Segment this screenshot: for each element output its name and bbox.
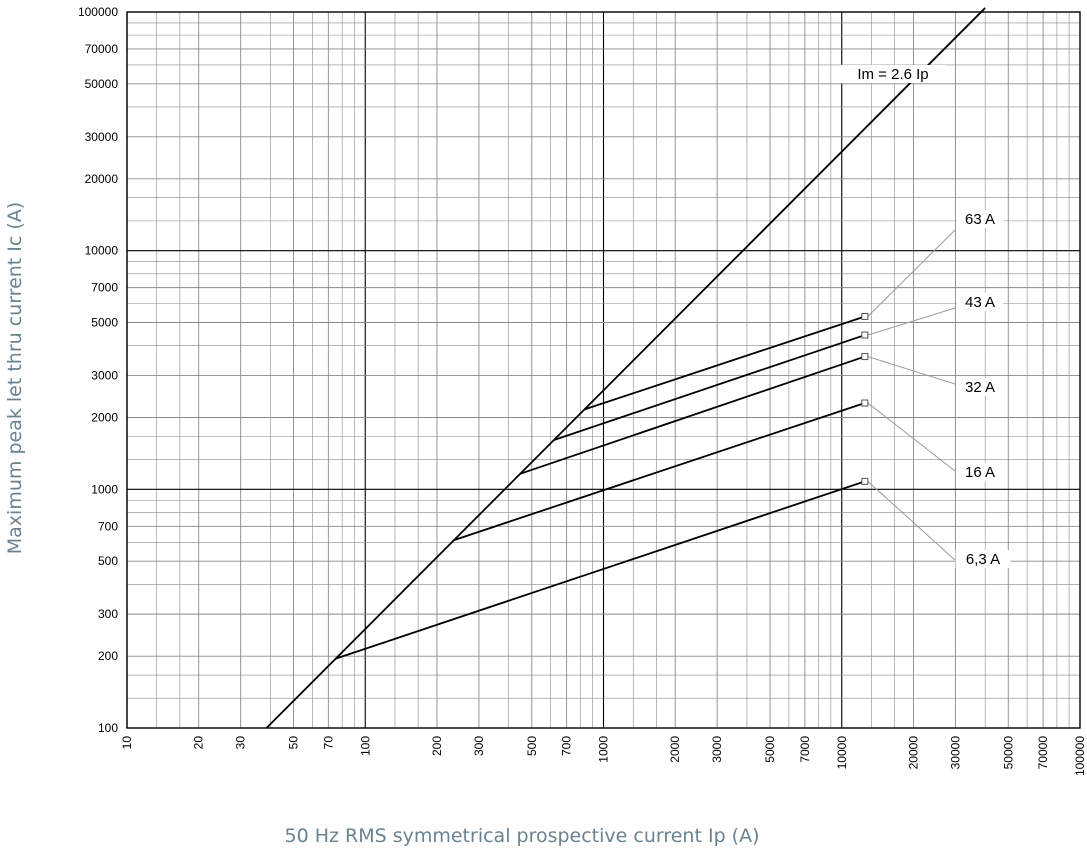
curve-label: 32 A bbox=[965, 379, 995, 396]
label-leaders bbox=[867, 229, 956, 561]
x-tick-label: 5000 bbox=[763, 736, 777, 763]
x-tick-label: 7000 bbox=[798, 736, 812, 763]
x-tick-label: 500 bbox=[525, 736, 539, 756]
y-tick-label: 70000 bbox=[85, 42, 119, 56]
series-end-marker bbox=[861, 312, 869, 320]
x-tick-label: 300 bbox=[472, 736, 486, 756]
x-tick-label: 3000 bbox=[710, 736, 724, 763]
y-tick-label: 2000 bbox=[91, 410, 118, 424]
curve-label: 16 A bbox=[965, 464, 995, 481]
x-tick-label: 700 bbox=[560, 736, 574, 756]
curve-label: 63 A bbox=[965, 211, 995, 228]
y-tick-label: 1000 bbox=[91, 482, 118, 496]
y-tick-label: 30000 bbox=[85, 130, 119, 144]
curve-label: Im = 2.6 Ip bbox=[857, 66, 928, 83]
end-markers bbox=[861, 312, 869, 485]
series-end-marker bbox=[861, 353, 869, 361]
label-leader-line bbox=[867, 307, 956, 336]
y-tick-label: 7000 bbox=[91, 281, 118, 295]
x-tick-label: 30 bbox=[234, 736, 248, 750]
x-tick-label: 70000 bbox=[1036, 736, 1050, 770]
y-tick-label: 5000 bbox=[91, 316, 118, 330]
series-line bbox=[453, 402, 866, 542]
x-tick-label: 50 bbox=[287, 736, 301, 750]
label-leader-line bbox=[867, 229, 956, 317]
x-tick-label: 100 bbox=[358, 736, 372, 756]
y-tick-label: 200 bbox=[98, 649, 118, 663]
x-tick-label: 20 bbox=[192, 736, 206, 750]
y-tick-label: 20000 bbox=[85, 172, 119, 186]
series-line bbox=[519, 355, 866, 475]
series-line bbox=[583, 315, 866, 411]
series-lines bbox=[265, 7, 986, 729]
curve-label-bg bbox=[956, 210, 1004, 228]
label-leader-line bbox=[867, 356, 956, 385]
x-tick-label: 10000 bbox=[835, 736, 849, 770]
grid bbox=[126, 12, 1080, 729]
y-tick-label: 500 bbox=[98, 554, 118, 568]
curve-label: 43 A bbox=[965, 294, 995, 311]
x-tick-label: 1000 bbox=[597, 736, 611, 763]
series-line bbox=[335, 480, 866, 660]
plot-frame bbox=[126, 11, 1081, 729]
series-line bbox=[265, 7, 986, 729]
curve-label-bg bbox=[956, 463, 1004, 481]
series-end-marker bbox=[861, 399, 869, 407]
curve-labels: Im = 2.6 Ip 63 A 43 A 32 A 16 A 6,3 A bbox=[839, 65, 1011, 568]
x-axis-title: 50 Hz RMS symmetrical prospective curren… bbox=[285, 825, 760, 847]
x-tick-label: 200 bbox=[430, 736, 444, 756]
x-tick-labels: 10 20 30 50 70 100 200 300 500 700 1000 2000 3000 500… bbox=[120, 736, 1087, 776]
curve-label-bg bbox=[839, 65, 947, 83]
curve-label-bg bbox=[955, 550, 1011, 568]
x-tick-label: 10 bbox=[120, 736, 134, 750]
series-line bbox=[553, 334, 866, 441]
series-end-marker bbox=[861, 331, 869, 339]
y-tick-label: 3000 bbox=[91, 368, 118, 382]
y-tick-label: 100 bbox=[98, 721, 118, 735]
x-tick-label: 30000 bbox=[948, 736, 962, 770]
y-tick-label: 10000 bbox=[85, 244, 119, 258]
x-tick-label: 20000 bbox=[906, 736, 920, 770]
y-axis-title: Maximum peak let thru current Ic (A) bbox=[4, 202, 26, 554]
label-leader-line bbox=[867, 402, 956, 472]
x-tick-label: 2000 bbox=[668, 736, 682, 763]
label-leader-line bbox=[867, 480, 956, 561]
y-tick-labels: 100 200 300 500 700 1000 2000 3000 5000 7000 10000… bbox=[78, 5, 118, 735]
y-tick-label: 50000 bbox=[85, 77, 119, 91]
y-tick-label: 100000 bbox=[78, 5, 118, 19]
x-tick-label: 100000 bbox=[1073, 736, 1087, 776]
x-tick-label: 50000 bbox=[1001, 736, 1015, 770]
y-tick-label: 700 bbox=[98, 519, 118, 533]
series-end-marker bbox=[861, 477, 869, 485]
x-tick-label: 70 bbox=[321, 736, 335, 750]
curve-label-bg bbox=[956, 378, 1004, 396]
y-tick-label: 300 bbox=[98, 607, 118, 621]
curve-label: 6,3 A bbox=[966, 551, 1000, 568]
curve-label-bg bbox=[956, 293, 1004, 311]
